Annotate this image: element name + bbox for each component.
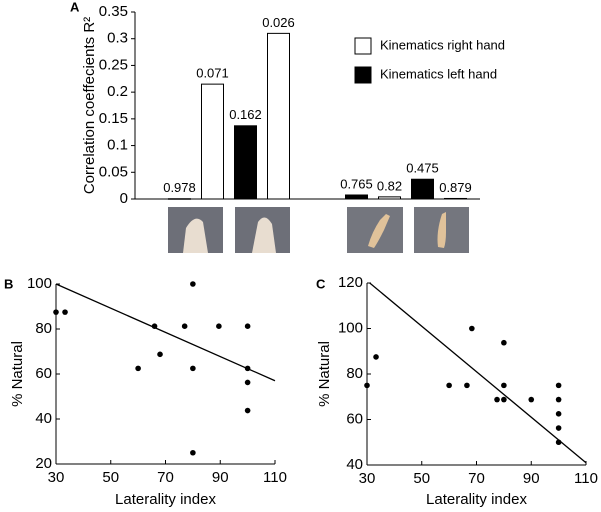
point <box>216 323 222 329</box>
y-tick-label: 0 <box>120 190 128 207</box>
bar-annotation: 0.765 <box>340 176 373 191</box>
y-tick-label: 60 <box>346 410 363 427</box>
point <box>446 382 452 389</box>
point <box>190 449 196 456</box>
legend-label: Kinematics right hand <box>380 37 505 52</box>
bar <box>444 197 467 200</box>
y-axis-label: Correlation coeffecients R² <box>81 17 98 194</box>
bar-annotation: 0.026 <box>262 15 295 30</box>
point <box>501 382 507 389</box>
point <box>244 323 251 329</box>
y-tick-label: 100 <box>338 319 363 336</box>
x-tick-label: 30 <box>48 469 65 486</box>
x-tick-label: 30 <box>359 470 376 487</box>
bar <box>201 83 224 200</box>
point <box>181 323 188 329</box>
photo-arm <box>183 218 208 253</box>
y-tick-label: 0.05 <box>99 163 128 180</box>
x-tick-label: 110 <box>574 470 598 487</box>
y-tick-label: 0.35 <box>99 3 128 20</box>
y-tick-label: 0.3 <box>107 30 128 47</box>
y-tick-label: 20 <box>35 455 52 472</box>
bar-annotation: 0.162 <box>229 107 262 122</box>
point <box>494 396 500 403</box>
panel-label: B <box>4 276 13 291</box>
legend-swatch <box>354 37 372 55</box>
y-tick-label: 0.2 <box>107 83 128 100</box>
point <box>244 365 251 372</box>
point <box>469 325 475 332</box>
bar-annotation: 0.071 <box>196 66 229 81</box>
point <box>373 354 379 360</box>
hand-photos <box>168 207 469 253</box>
point <box>151 323 158 329</box>
point <box>528 396 535 403</box>
point <box>501 396 507 403</box>
y-tick-label: 0.1 <box>107 137 128 154</box>
bar <box>345 194 368 200</box>
x-tick-label: 90 <box>523 470 540 487</box>
y-tick-label: 80 <box>35 320 52 337</box>
point <box>364 382 370 389</box>
photo-arm <box>368 214 390 248</box>
point <box>501 339 507 346</box>
point <box>53 309 59 315</box>
x-tick-label: 70 <box>157 469 174 486</box>
y-tick-label: 120 <box>338 274 363 291</box>
x-tick-label: 50 <box>102 469 119 486</box>
point <box>464 382 470 389</box>
point <box>244 379 251 386</box>
bar-annotation: 0.978 <box>163 180 196 195</box>
bar-annotation: 0.82 <box>377 178 402 193</box>
x-tick-label: 110 <box>263 469 287 486</box>
fit-line <box>369 282 587 464</box>
bar <box>234 125 257 200</box>
y-tick-label: 0.15 <box>99 110 128 127</box>
point <box>555 411 562 417</box>
x-axis-label: Laterality index <box>426 491 527 508</box>
panel-label: A <box>70 0 80 14</box>
bar-annotation: 0.879 <box>439 180 472 195</box>
y-tick-label: 40 <box>346 456 363 473</box>
bar <box>378 196 401 200</box>
x-axis-label: Laterality index <box>115 491 216 508</box>
bar <box>168 198 191 200</box>
y-tick-label: 80 <box>346 365 363 382</box>
y-tick-label: 40 <box>35 410 52 427</box>
x-tick-label: 50 <box>413 470 430 487</box>
x-tick-label: 70 <box>468 470 485 487</box>
legend-swatch <box>354 66 372 84</box>
y-axis-label: % Natural <box>9 341 26 407</box>
point <box>244 407 251 414</box>
legend-label: Kinematics left hand <box>380 66 497 81</box>
fit-line <box>55 283 276 382</box>
point <box>135 365 141 372</box>
point <box>555 439 562 446</box>
x-tick-label: 90 <box>212 469 229 486</box>
point <box>190 365 196 372</box>
photo-arm <box>252 217 276 253</box>
point <box>555 382 562 389</box>
y-tick-label: 100 <box>27 275 52 292</box>
y-axis-label: % Natural <box>316 341 333 407</box>
y-tick-label: 60 <box>35 365 52 382</box>
point <box>157 351 163 358</box>
photo-arm <box>437 212 446 248</box>
panel-label: C <box>316 276 326 291</box>
point <box>555 396 562 403</box>
y-tick-label: 0.25 <box>99 56 128 73</box>
point <box>62 309 68 315</box>
point <box>555 425 562 431</box>
bar <box>267 32 290 200</box>
bar-annotation: 0.475 <box>406 161 439 176</box>
point <box>190 281 196 287</box>
bar <box>411 178 434 200</box>
